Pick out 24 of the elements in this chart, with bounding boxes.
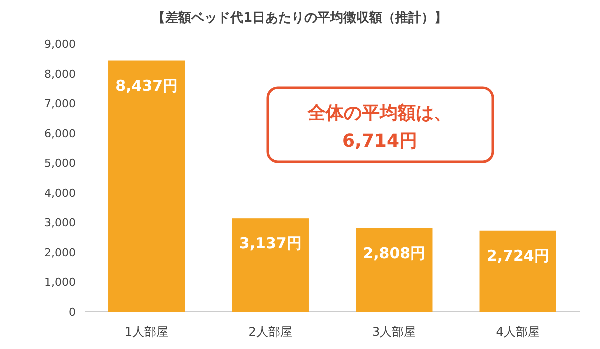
y-tick-label: 8,000 (44, 68, 76, 81)
chart-title: 【差額ベッド代1日あたりの平均徴収額（推計）】 (152, 10, 448, 26)
y-tick-label: 9,000 (44, 38, 76, 51)
x-tick-label: 2人部屋 (248, 325, 292, 339)
data-label: 8,437円 (116, 76, 178, 95)
y-tick-label: 1,000 (44, 276, 76, 290)
y-tick-label: 2,000 (44, 246, 76, 260)
y-tick-label: 5,000 (44, 157, 76, 170)
data-label: 2,808円 (363, 244, 426, 262)
bar (356, 228, 433, 312)
annotation: 全体の平均額は、 6,714円 (307, 103, 452, 152)
y-tick-label: 6,000 (44, 127, 76, 140)
bar (108, 60, 186, 312)
y-tick-label: 0 (69, 306, 76, 319)
x-tick-label: 1人部屋 (125, 325, 169, 339)
data-label: 2,724円 (486, 246, 550, 265)
data-label: 3,137円 (239, 234, 302, 253)
bar (480, 230, 556, 312)
y-tick-label: 3,000 (44, 216, 76, 230)
x-tick-label: 4人部屋 (496, 325, 540, 339)
y-tick-label: 4,000 (44, 186, 76, 200)
bar (232, 218, 309, 312)
x-tick-label: 3人部屋 (372, 325, 416, 339)
y-tick-label: 7,000 (44, 98, 76, 111)
